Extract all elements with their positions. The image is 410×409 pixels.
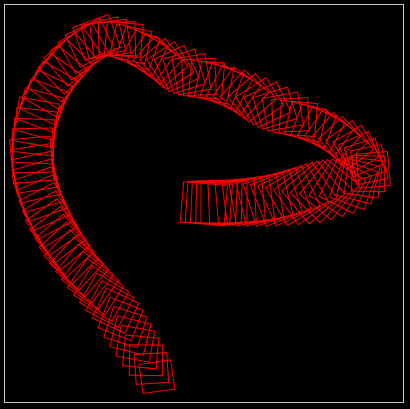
trail-square <box>58 23 110 74</box>
trail-square <box>38 39 93 94</box>
trail-square <box>81 17 126 59</box>
trail-square <box>139 360 175 394</box>
trail-square <box>305 109 353 157</box>
trail-square <box>92 288 139 333</box>
trail-square <box>27 54 82 110</box>
trail-square <box>19 70 72 125</box>
